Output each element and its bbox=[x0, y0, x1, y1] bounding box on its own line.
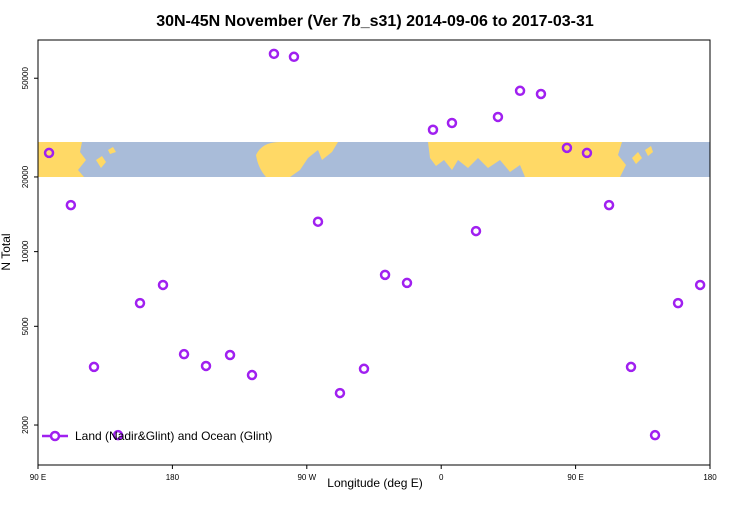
point bbox=[112, 429, 124, 441]
x-tick-label: 90 W bbox=[297, 473, 316, 482]
point bbox=[694, 279, 706, 291]
point bbox=[178, 348, 190, 360]
point bbox=[492, 111, 504, 123]
point bbox=[358, 363, 370, 375]
point bbox=[603, 199, 615, 211]
point bbox=[65, 199, 77, 211]
y-tick-label: 20000 bbox=[21, 165, 30, 188]
point bbox=[288, 51, 300, 63]
point bbox=[334, 387, 346, 399]
point bbox=[43, 147, 55, 159]
point bbox=[561, 142, 573, 154]
y-tick-label: 50000 bbox=[21, 67, 30, 90]
point bbox=[514, 85, 526, 97]
point bbox=[470, 225, 482, 237]
point bbox=[224, 349, 236, 361]
point bbox=[672, 297, 684, 309]
x-tick-label: 180 bbox=[703, 473, 717, 482]
point bbox=[88, 361, 100, 373]
y-axis-label: N Total bbox=[0, 233, 13, 270]
x-axis-label: Longitude (deg E) bbox=[327, 476, 422, 490]
y-tick-label: 5000 bbox=[21, 317, 30, 335]
x-tick-label: 180 bbox=[166, 473, 180, 482]
x-tick-label: 90 E bbox=[567, 473, 583, 482]
point bbox=[649, 429, 661, 441]
x-tick-label: 0 bbox=[439, 473, 444, 482]
point bbox=[246, 369, 258, 381]
point bbox=[200, 360, 212, 372]
y-tick-label: 10000 bbox=[21, 240, 30, 263]
map-band bbox=[38, 142, 710, 177]
legend-label: Land (Nadir&Glint) and Ocean (Glint) bbox=[75, 429, 272, 443]
point bbox=[312, 216, 324, 227]
point bbox=[379, 269, 391, 281]
point bbox=[535, 88, 547, 100]
point bbox=[268, 48, 280, 60]
point bbox=[625, 361, 637, 373]
chart-title: 30N-45N November (Ver 7b_s31) 2014-09-06… bbox=[156, 13, 594, 30]
y-tick-label: 2000 bbox=[21, 416, 30, 434]
point bbox=[446, 117, 458, 129]
legend-marker bbox=[49, 430, 61, 442]
point bbox=[134, 297, 146, 309]
plot-frame bbox=[37, 39, 711, 466]
point bbox=[157, 279, 169, 291]
point bbox=[427, 124, 439, 135]
x-tick-label: 90 E bbox=[30, 473, 46, 482]
point bbox=[401, 277, 413, 289]
point bbox=[581, 147, 593, 159]
